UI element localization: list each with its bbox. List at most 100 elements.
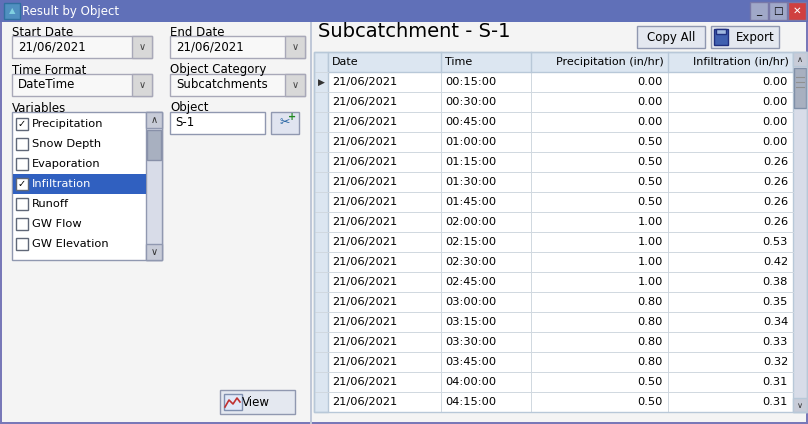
Text: Export: Export [736, 31, 775, 44]
Text: 02:15:00: 02:15:00 [445, 237, 496, 247]
Text: ✕: ✕ [793, 6, 802, 16]
Text: +: + [288, 112, 296, 122]
Bar [146, 112, 162, 260]
Bar [147, 130, 161, 160]
Bar [16, 118, 28, 130]
Text: Precipitation: Precipitation [32, 119, 103, 129]
Bar [750, 2, 768, 20]
Text: 04:15:00: 04:15:00 [445, 397, 496, 407]
Bar [328, 192, 793, 212]
Bar [328, 72, 793, 92]
Text: 21/06/2021: 21/06/2021 [332, 177, 398, 187]
Text: 0.00: 0.00 [763, 137, 788, 147]
Text: □: □ [773, 6, 783, 16]
Text: ∨: ∨ [292, 80, 299, 90]
Text: ▶: ▶ [318, 78, 325, 86]
Text: 01:00:00: 01:00:00 [445, 137, 496, 147]
Text: 0.50: 0.50 [638, 137, 663, 147]
Text: Infiltration (in/hr): Infiltration (in/hr) [693, 57, 789, 67]
Text: 21/06/2021: 21/06/2021 [332, 317, 398, 327]
Bar [793, 52, 807, 66]
Text: Time: Time [445, 57, 472, 67]
Bar [314, 52, 328, 412]
Bar [132, 74, 152, 96]
Text: ∨: ∨ [138, 42, 145, 52]
Text: ∨: ∨ [292, 42, 299, 52]
Text: Runoff: Runoff [32, 199, 69, 209]
Text: 21/06/2021: 21/06/2021 [332, 77, 398, 87]
Bar [328, 392, 793, 412]
Text: 21/06/2021: 21/06/2021 [176, 41, 244, 53]
Bar [170, 36, 305, 58]
Bar [328, 132, 793, 152]
Text: 21/06/2021: 21/06/2021 [332, 297, 398, 307]
Text: 0.34: 0.34 [763, 317, 788, 327]
Text: 0.53: 0.53 [763, 237, 788, 247]
Text: Copy All: Copy All [647, 31, 695, 44]
Text: 01:15:00: 01:15:00 [445, 157, 496, 167]
Text: 03:15:00: 03:15:00 [445, 317, 496, 327]
Bar [328, 152, 793, 172]
Bar [328, 172, 793, 192]
Text: DateTime: DateTime [18, 78, 75, 92]
Text: 01:45:00: 01:45:00 [445, 197, 496, 207]
Bar [285, 36, 305, 58]
Text: 21/06/2021: 21/06/2021 [332, 357, 398, 367]
Bar [328, 372, 793, 392]
Text: 0.38: 0.38 [763, 277, 788, 287]
Text: ✂: ✂ [280, 117, 290, 129]
Text: GW Flow: GW Flow [32, 219, 82, 229]
Bar [4, 3, 20, 19]
Text: ∨: ∨ [797, 401, 803, 410]
Text: ✓: ✓ [18, 119, 26, 129]
Bar [328, 52, 793, 72]
Bar [328, 292, 793, 312]
Text: 0.00: 0.00 [638, 97, 663, 107]
Text: 0.35: 0.35 [763, 297, 788, 307]
Bar [285, 74, 305, 96]
Text: 0.50: 0.50 [638, 397, 663, 407]
Text: 21/06/2021: 21/06/2021 [332, 97, 398, 107]
Text: Time Format: Time Format [12, 64, 86, 76]
Text: 00:30:00: 00:30:00 [445, 97, 496, 107]
Text: Object Category: Object Category [170, 64, 267, 76]
Bar [793, 398, 807, 412]
Bar [310, 22, 312, 424]
Text: 00:45:00: 00:45:00 [445, 117, 496, 127]
Text: 1.00: 1.00 [638, 237, 663, 247]
Text: Snow Depth: Snow Depth [32, 139, 101, 149]
Bar [16, 178, 28, 190]
Bar [794, 68, 806, 108]
Text: 0.00: 0.00 [763, 97, 788, 107]
Bar [16, 238, 28, 250]
Text: Variables: Variables [12, 101, 66, 114]
Text: S-1: S-1 [175, 117, 194, 129]
Text: Start Date: Start Date [12, 25, 74, 39]
Text: End Date: End Date [170, 25, 225, 39]
Text: 0.33: 0.33 [763, 337, 788, 347]
Bar [711, 26, 779, 48]
Text: 0.50: 0.50 [638, 197, 663, 207]
Text: 0.32: 0.32 [763, 357, 788, 367]
Text: GW Elevation: GW Elevation [32, 239, 108, 249]
Text: 0.31: 0.31 [763, 377, 788, 387]
Text: View: View [242, 396, 270, 408]
Text: 21/06/2021: 21/06/2021 [18, 41, 86, 53]
Text: 21/06/2021: 21/06/2021 [332, 277, 398, 287]
Bar [16, 218, 28, 230]
Text: _: _ [756, 6, 762, 16]
Text: 0.31: 0.31 [763, 397, 788, 407]
Text: 0.42: 0.42 [763, 257, 788, 267]
Text: ∨: ∨ [150, 247, 158, 257]
Text: 21/06/2021: 21/06/2021 [332, 217, 398, 227]
Bar [224, 394, 242, 410]
Text: ✓: ✓ [18, 179, 26, 189]
Bar [12, 74, 152, 96]
Bar [328, 272, 793, 292]
Bar [0, 0, 808, 22]
Text: 02:00:00: 02:00:00 [445, 217, 496, 227]
Bar [328, 332, 793, 352]
Bar [146, 244, 162, 260]
Bar [146, 112, 162, 128]
Text: 1.00: 1.00 [638, 277, 663, 287]
